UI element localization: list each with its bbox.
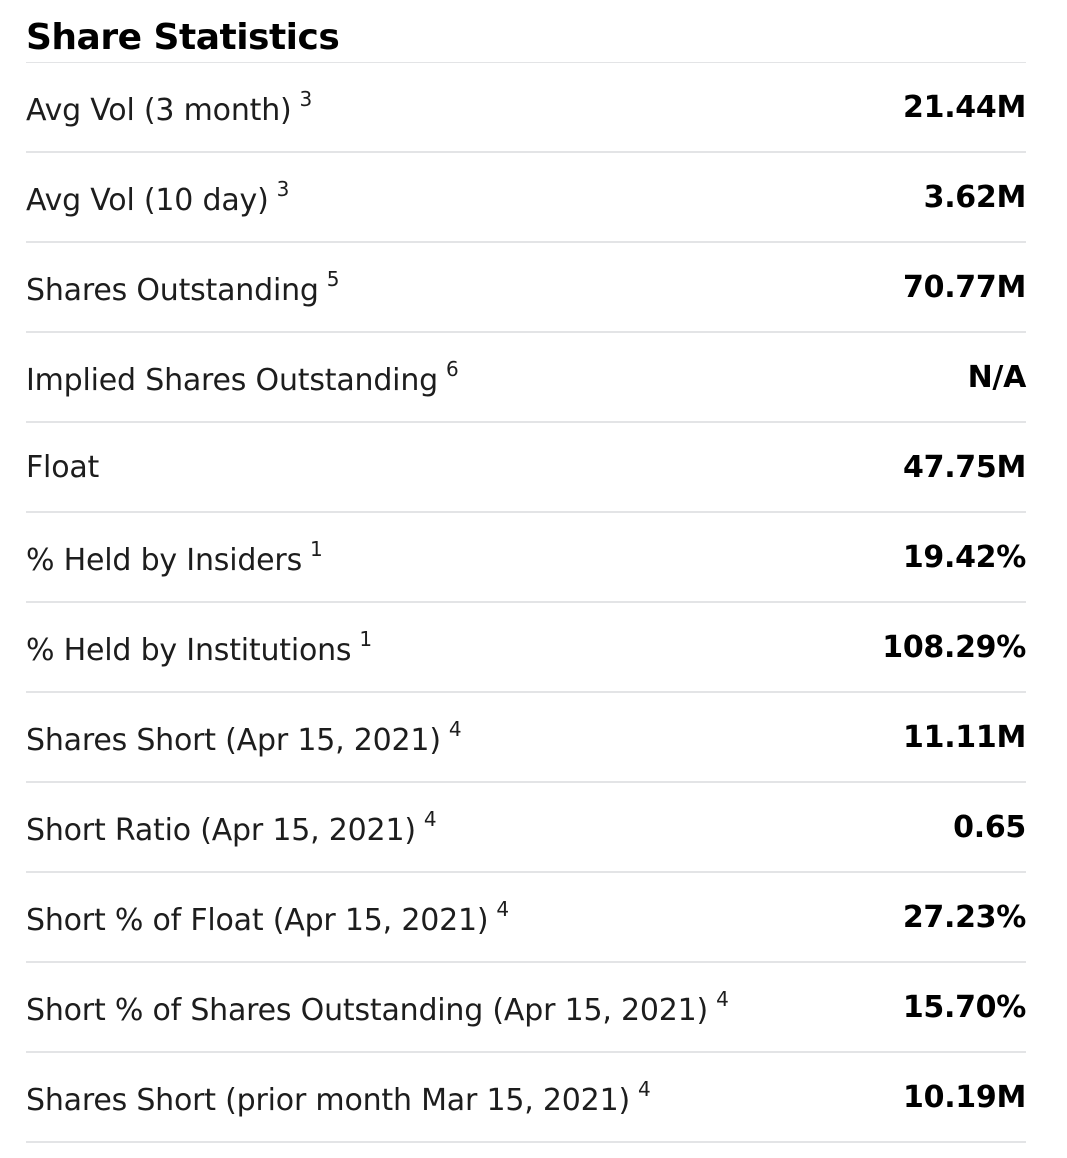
- table-row: % Held by Insiders 1 19.42%: [26, 513, 1026, 603]
- section-title: Share Statistics: [26, 17, 340, 58]
- share-statistics-panel: Share Statistics Avg Vol (3 month) 3 21.4…: [26, 14, 1026, 1143]
- row-label: Shares Outstanding 5: [26, 267, 339, 308]
- footnote-marker: 5: [326, 266, 340, 291]
- row-label: Shares Short (Apr 15, 2021) 4: [26, 716, 462, 758]
- row-label-text: Implied Shares Outstanding: [26, 362, 438, 398]
- table-row: Short % of Float (Apr 15, 2021) 4 27.23%: [26, 873, 1026, 963]
- row-value: 3.62M: [923, 179, 1027, 215]
- row-label-text: % Held by Insiders: [26, 542, 302, 578]
- row-label: % Held by Institutions 1: [26, 627, 372, 668]
- row-label-text: Shares Short (Apr 15, 2021): [26, 722, 441, 758]
- table-row: Avg Vol (3 month) 3 21.44M: [26, 63, 1026, 153]
- footnote-marker: 4: [716, 986, 729, 1011]
- row-value: 108.29%: [882, 629, 1026, 665]
- row-label: Avg Vol (10 day) 3: [26, 177, 289, 218]
- row-label: Short % of Shares Outstanding (Apr 15, 2…: [26, 987, 729, 1028]
- row-label-text: Short Ratio (Apr 15, 2021): [26, 812, 416, 848]
- row-value: 47.75M: [903, 449, 1026, 485]
- table-row: Avg Vol (10 day) 3 3.62M: [26, 153, 1026, 243]
- table-row: Float 47.75M: [26, 423, 1026, 513]
- row-label: Shares Short (prior month Mar 15, 2021) 4: [26, 1077, 651, 1118]
- row-value: 27.23%: [902, 899, 1026, 935]
- row-value: 11.11M: [903, 719, 1026, 755]
- footnote-marker: 4: [423, 806, 437, 831]
- row-label-text: Shares Short (prior month Mar 15, 2021): [26, 1082, 630, 1118]
- footnote-marker: 4: [637, 1076, 651, 1101]
- footnote-marker: 3: [299, 86, 313, 111]
- row-value: 15.70%: [902, 989, 1026, 1025]
- footnote-marker: 4: [496, 896, 509, 921]
- table-row: Short Ratio (Apr 15, 2021) 4 0.65: [26, 783, 1026, 873]
- table-row: Short % of Shares Outstanding (Apr 15, 2…: [26, 963, 1026, 1053]
- row-value: 21.44M: [903, 89, 1026, 125]
- row-label-text: Short % of Float (Apr 15, 2021): [26, 902, 489, 938]
- footnote-marker: 1: [359, 626, 372, 651]
- statistics-table: Avg Vol (3 month) 3 21.44M Avg Vol (10 da…: [26, 62, 1026, 1143]
- row-label: % Held by Insiders 1: [26, 537, 323, 578]
- row-label-text: % Held by Institutions: [26, 632, 352, 668]
- footnote-marker: 1: [310, 536, 323, 561]
- row-label-text: Short % of Shares Outstanding (Apr 15, 2…: [26, 992, 709, 1028]
- table-row: Shares Outstanding 5 70.77M: [26, 243, 1026, 333]
- row-label-text: Shares Outstanding: [26, 272, 319, 308]
- row-label: Short % of Float (Apr 15, 2021) 4: [26, 897, 509, 938]
- table-row: Shares Short (prior month Mar 15, 2021) 4…: [26, 1053, 1026, 1143]
- row-label: Implied Shares Outstanding 6: [26, 357, 459, 398]
- row-value: 19.42%: [902, 539, 1026, 575]
- footnote-marker: 3: [276, 176, 290, 201]
- row-label-text: Float: [26, 449, 100, 485]
- table-row: Shares Short (Apr 15, 2021) 4 11.11M: [26, 693, 1026, 783]
- table-row: % Held by Institutions 1 108.29%: [26, 603, 1026, 693]
- row-value: N/A: [967, 359, 1027, 395]
- row-label: Float: [26, 450, 99, 485]
- row-value: 0.65: [953, 809, 1026, 845]
- row-value: 10.19M: [903, 1079, 1026, 1115]
- row-label: Avg Vol (3 month) 3: [26, 87, 312, 128]
- row-label-text: Avg Vol (3 month): [26, 92, 292, 128]
- footnote-marker: 4: [448, 716, 462, 741]
- row-label: Short Ratio (Apr 15, 2021) 4: [26, 806, 437, 848]
- footnote-marker: 6: [445, 356, 459, 381]
- table-row: Implied Shares Outstanding 6 N/A: [26, 333, 1026, 423]
- row-label-text: Avg Vol (10 day): [26, 182, 269, 218]
- row-value: 70.77M: [903, 269, 1026, 305]
